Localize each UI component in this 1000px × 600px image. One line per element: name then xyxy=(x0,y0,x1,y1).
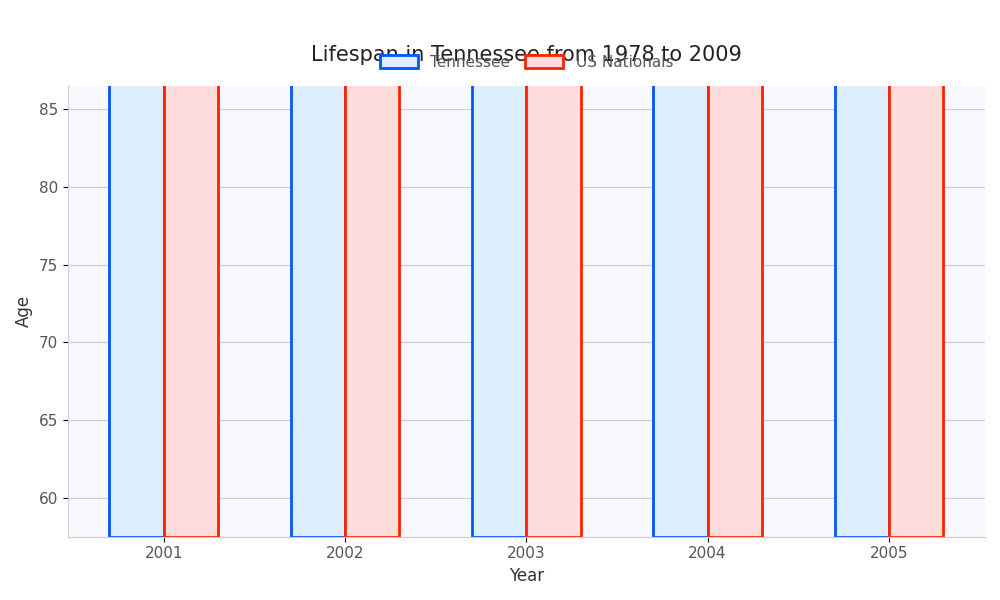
Legend: Tennessee, US Nationals: Tennessee, US Nationals xyxy=(373,49,679,76)
Bar xyxy=(291,0,345,537)
X-axis label: Year: Year xyxy=(509,567,544,585)
Bar xyxy=(889,0,943,537)
Title: Lifespan in Tennessee from 1978 to 2009: Lifespan in Tennessee from 1978 to 2009 xyxy=(311,45,742,65)
Bar xyxy=(835,0,889,537)
Bar xyxy=(653,0,708,537)
Bar xyxy=(526,0,581,537)
Bar xyxy=(472,0,526,537)
Bar xyxy=(109,0,164,537)
Bar xyxy=(164,0,218,537)
Bar xyxy=(708,0,762,537)
Bar xyxy=(345,0,399,537)
Y-axis label: Age: Age xyxy=(15,295,33,328)
